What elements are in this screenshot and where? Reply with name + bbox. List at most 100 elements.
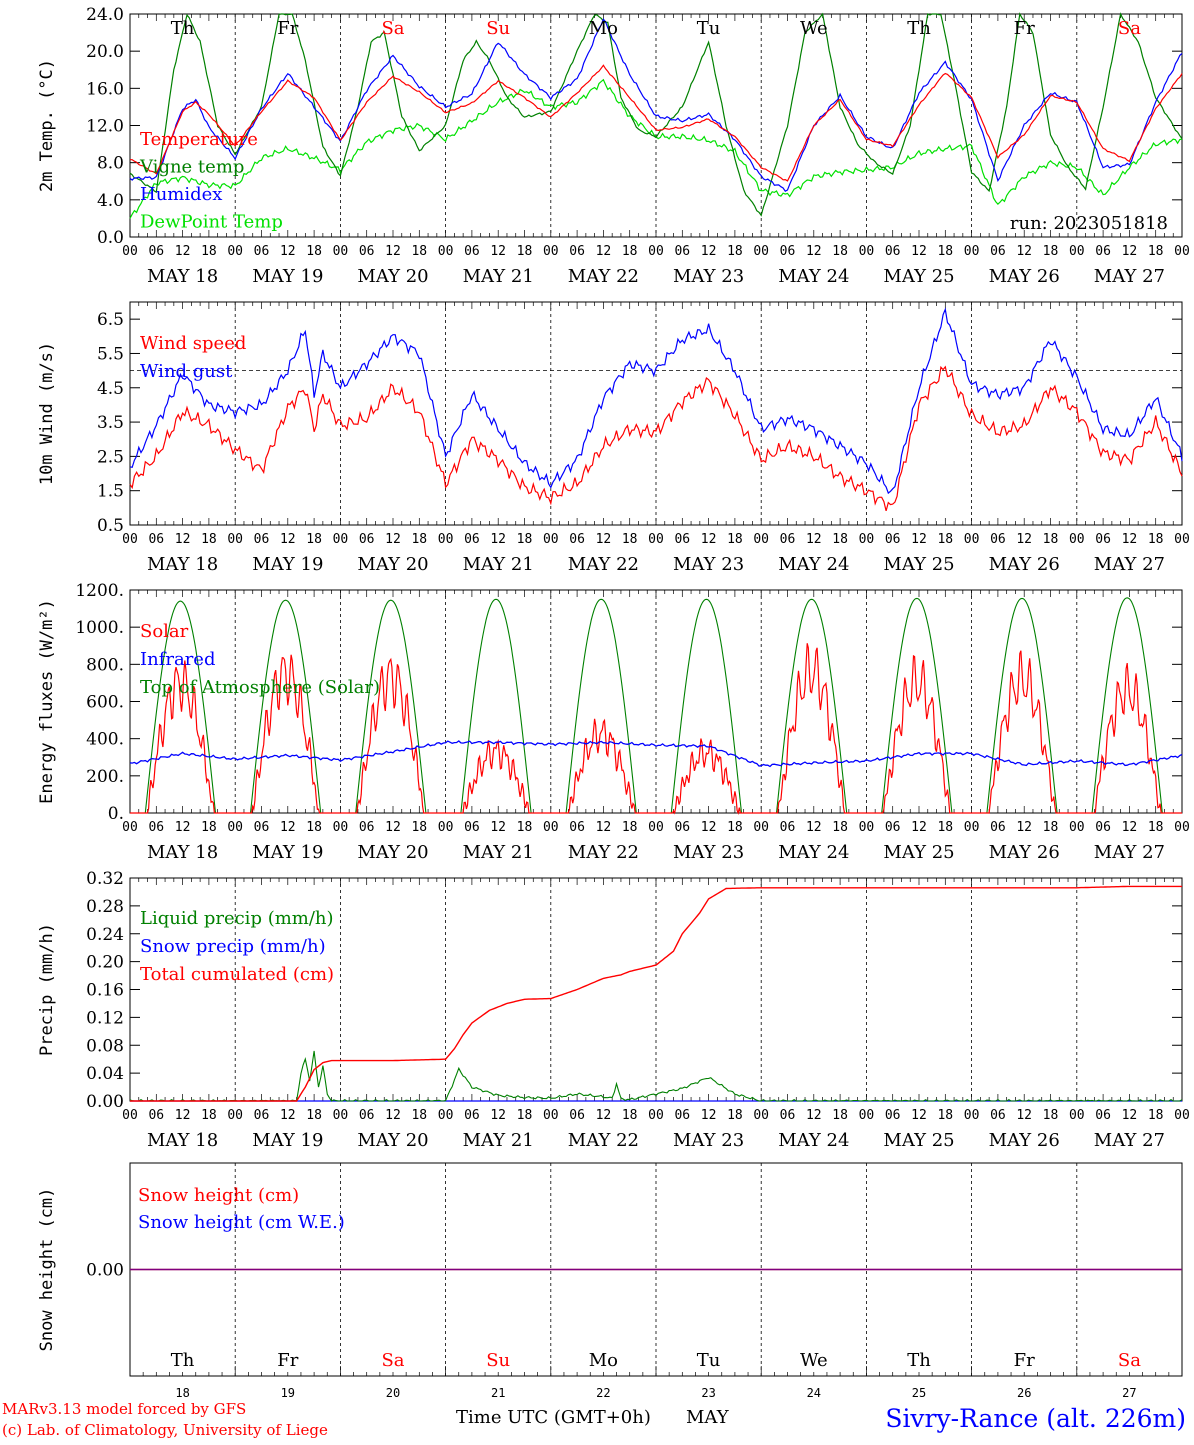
hour-label: 00 <box>227 820 243 835</box>
legend-wind-gust: Wind gust <box>140 361 233 382</box>
hour-label: 12 <box>280 244 296 259</box>
hour-label: 00 <box>859 1108 875 1123</box>
hour-label: 12 <box>1122 244 1138 259</box>
date-label: MAY 23 <box>673 554 744 575</box>
hour-label: 12 <box>1016 1108 1032 1123</box>
legend-top-of-atmosphere-solar: Top of Atmosphere (Solar) <box>140 677 380 698</box>
y-tick-label: 0. <box>108 804 124 824</box>
hour-label: 18 <box>727 1108 743 1123</box>
hour-label: 18 <box>517 244 533 259</box>
date-label: MAY 18 <box>147 266 218 287</box>
panel-5: 0.00 Snow height (cm) Snow height (cm) Snow… <box>37 1162 1183 1400</box>
date-label: MAY 22 <box>568 266 639 287</box>
day-name: Tu <box>697 1350 721 1371</box>
hour-label: 00 <box>648 820 664 835</box>
hour-label: 00 <box>753 1108 769 1123</box>
panel-2: 00 06 12 18 00 06 12 18 00 06 12 18 00 06 12 18 00 06 12 18… <box>37 301 1190 575</box>
hour-label: 12 <box>175 820 191 835</box>
hour-label: 18 <box>622 532 638 547</box>
date-label: MAY 23 <box>673 266 744 287</box>
y-tick-label: 1200. <box>75 581 124 601</box>
day-name: Fr <box>277 18 298 39</box>
legend-dewpoint-temp: DewPoint Temp <box>140 212 283 233</box>
day-number: 26 <box>1017 1386 1031 1400</box>
date-label: MAY 19 <box>252 554 323 575</box>
day-number: 24 <box>807 1386 821 1400</box>
date-label: MAY 21 <box>463 554 534 575</box>
hour-label: 06 <box>148 1108 164 1123</box>
series-temperature <box>130 64 1183 182</box>
hour-label: 12 <box>280 532 296 547</box>
panel-3: 00 06 12 18 00 06 12 18 00 06 12 18 00 06 12 18 00 06 12 18… <box>37 581 1190 863</box>
y-tick-label: 0.24 <box>86 925 124 945</box>
y-axis-label: 10m Wind (m/s) <box>37 342 57 485</box>
day-number: 20 <box>386 1386 400 1400</box>
footer-model-credit: MARv3.13 model forced by GFS <box>2 1400 246 1418</box>
y-tick-label: 2.5 <box>97 447 124 467</box>
hour-label: 12 <box>1016 820 1032 835</box>
hour-label: 18 <box>832 244 848 259</box>
hour-label: 12 <box>1016 244 1032 259</box>
hour-label: 06 <box>1095 532 1111 547</box>
hour-label: 18 <box>201 820 217 835</box>
hour-label: 00 <box>543 244 559 259</box>
hour-label: 18 <box>517 1108 533 1123</box>
hour-label: 06 <box>674 1108 690 1123</box>
hour-label: 00 <box>543 820 559 835</box>
legend-humidex: Humidex <box>140 184 222 205</box>
day-name: Th <box>171 18 195 39</box>
hour-label: 12 <box>1122 820 1138 835</box>
hour-label: 12 <box>596 820 612 835</box>
y-tick-label: 0.0 <box>97 228 124 248</box>
y-axis-label: Energy fluxes (W/m²) <box>37 599 57 804</box>
hour-label: 06 <box>885 1108 901 1123</box>
hour-label: 18 <box>937 820 953 835</box>
hour-label: 06 <box>1095 820 1111 835</box>
y-tick-label: 20.0 <box>86 42 124 62</box>
date-label: MAY 22 <box>568 554 639 575</box>
hour-label: 18 <box>306 532 322 547</box>
hour-label: 18 <box>201 1108 217 1123</box>
hour-label: 06 <box>780 820 796 835</box>
hour-label: 00 <box>333 1108 349 1123</box>
y-axis-label: Snow height (cm) <box>37 1188 57 1352</box>
hour-label: 18 <box>937 1108 953 1123</box>
series-humidex <box>129 18 1183 192</box>
day-name: Su <box>486 18 510 39</box>
day-name: Tu <box>697 18 721 39</box>
date-label: MAY 22 <box>568 842 639 863</box>
y-tick-label: 1.5 <box>97 482 124 502</box>
hour-label: 00 <box>227 1108 243 1123</box>
hour-label: 00 <box>753 244 769 259</box>
y-tick-label: 0.08 <box>86 1036 124 1056</box>
y-tick-label: 0.12 <box>86 1008 124 1028</box>
date-label: MAY 24 <box>778 842 849 863</box>
hour-label: 00 <box>1069 244 1085 259</box>
hour-label: 12 <box>701 1108 717 1123</box>
y-tick-label: 12.0 <box>86 117 124 137</box>
hour-label: 06 <box>990 820 1006 835</box>
hour-label: 18 <box>1148 1108 1164 1123</box>
legend-snow-height-cm: Snow height (cm) <box>138 1185 299 1206</box>
hour-label: 12 <box>490 244 506 259</box>
date-label: MAY 22 <box>568 1130 639 1151</box>
hour-label: 00 <box>648 1108 664 1123</box>
y-tick-label: 24.0 <box>86 5 124 25</box>
hour-label: 00 <box>859 532 875 547</box>
date-label: MAY 19 <box>252 842 323 863</box>
x-axis-label: Time UTC (GMT+0h) <box>456 1407 651 1428</box>
y-axis-label: 2m Temp. (°C) <box>37 59 57 192</box>
hour-label: 06 <box>990 532 1006 547</box>
hour-label: 06 <box>464 532 480 547</box>
panel-4: 00 06 12 18 00 06 12 18 00 06 12 18 00 06 12 18 00 06 12 18… <box>37 869 1190 1151</box>
hour-label: 00 <box>964 1108 980 1123</box>
hour-label: 06 <box>885 244 901 259</box>
hour-label: 18 <box>1043 1108 1059 1123</box>
hour-label: 06 <box>780 532 796 547</box>
hour-label: 12 <box>701 532 717 547</box>
date-label: MAY 25 <box>883 554 954 575</box>
hour-label: 00 <box>122 532 138 547</box>
station-label: Sivry-Rance (alt. 226m) <box>885 1404 1186 1433</box>
date-label: MAY 21 <box>463 842 534 863</box>
hour-label: 00 <box>122 1108 138 1123</box>
